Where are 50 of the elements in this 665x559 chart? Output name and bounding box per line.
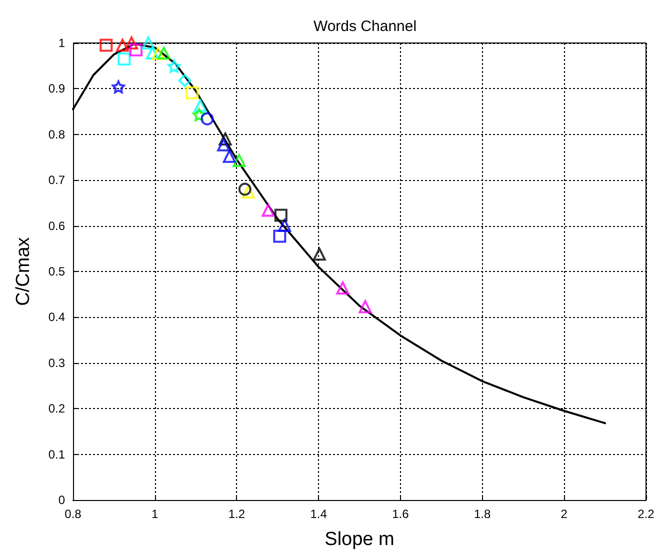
y-tick-label: 0.7 [48, 173, 66, 188]
point [116, 38, 130, 52]
point [274, 208, 288, 222]
point [218, 132, 232, 146]
y-tick-label: 1 [58, 36, 66, 50]
x-tick-label: 1.4 [310, 507, 328, 521]
point [178, 74, 192, 87]
point [186, 86, 199, 100]
point [238, 182, 252, 196]
point [100, 38, 113, 52]
point [130, 43, 143, 56]
point [242, 185, 255, 198]
y-tick-label: 0.5 [48, 264, 66, 278]
x-tick-label: 1 [152, 507, 159, 521]
point [192, 108, 206, 122]
y-tick-label: 0.8 [48, 127, 66, 142]
y-tick-label: 0.9 [48, 82, 66, 96]
y-tick-label: 0 [58, 493, 66, 507]
point [262, 204, 275, 217]
x-tick-label: 2.2 [638, 507, 655, 521]
x-axis-title: Slope m [324, 529, 394, 550]
point [142, 36, 155, 50]
y-axis-title: C/Cmax [13, 236, 34, 306]
point [336, 281, 350, 294]
point [157, 46, 170, 60]
x-tick-label: 1.2 [228, 507, 246, 521]
point [194, 99, 207, 112]
point [152, 47, 165, 60]
y-tick-label: 0.2 [48, 402, 66, 416]
point [278, 218, 292, 232]
point [358, 300, 372, 314]
point [232, 154, 246, 167]
chart-title: Words Channel [313, 18, 417, 35]
y-tick-label: 0.6 [48, 218, 66, 233]
point [125, 36, 138, 50]
point [273, 230, 286, 243]
point [146, 46, 159, 60]
point [168, 60, 181, 73]
point [118, 52, 131, 66]
x-tick-label: 1.8 [474, 507, 491, 521]
point [222, 150, 236, 163]
point [312, 248, 326, 261]
y-tick-label: 0.1 [48, 447, 66, 462]
x-tick-label: 1.6 [392, 507, 410, 521]
point [112, 80, 125, 94]
x-tick-label: 2 [560, 507, 568, 521]
y-tick-label: 0.3 [48, 356, 66, 370]
point [217, 138, 230, 152]
point [200, 112, 214, 126]
y-tick-label: 0.4 [48, 310, 66, 324]
